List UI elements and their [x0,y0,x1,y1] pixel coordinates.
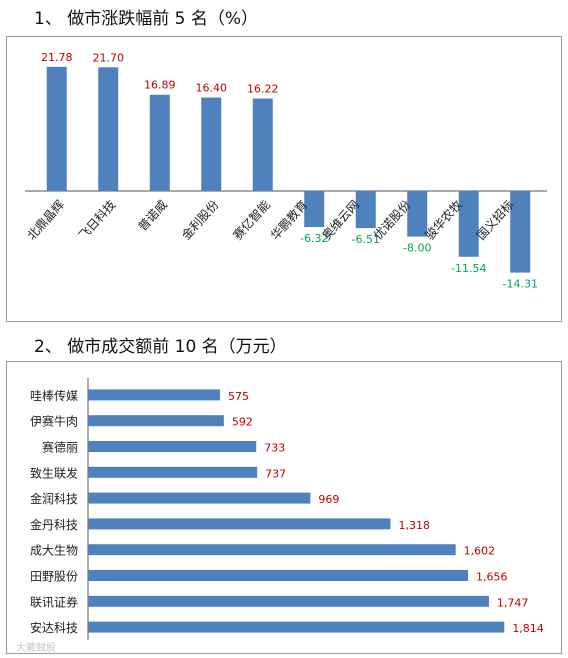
bar [88,570,469,581]
bar [510,191,531,273]
turnover-ranking-svg: 575 哇棒传媒 592 伊赛牛肉 733 赛德丽 737 致生联发 969 金润科技 1,318 金… [30,378,544,640]
data-label: 21.78 [41,51,73,64]
data-label: -6.32 [300,232,328,245]
data-label: 592 [232,416,253,429]
bar [46,66,67,191]
data-label: 737 [265,467,286,480]
category-label: 骏华农牧 [422,198,465,243]
data-label: 1,318 [398,519,430,532]
bar [355,191,376,229]
category-label: 赛亿智能 [230,197,273,243]
category-label: 安达科技 [30,620,78,635]
bar [88,518,391,530]
category-label: 伊赛牛肉 [30,414,78,429]
bar [88,415,224,427]
category-label: 普诺威 [135,198,170,234]
bar [149,94,170,191]
change-ranking-svg: 21.78 北鼎晶辉 21.70 飞日科技 16.89 普诺威 16.40 金利股份 16.22… [24,51,547,291]
bar [88,441,257,452]
bar [88,492,311,504]
bar [252,98,273,191]
category-label: 成大生物 [30,544,78,558]
bar [407,191,428,237]
category-label: 致生联发 [30,465,78,480]
data-label: 733 [264,442,285,455]
category-label: 国义招标 [474,198,517,243]
bar [88,466,258,478]
category-label: 金利股份 [178,197,221,243]
data-label: 16.89 [144,79,176,92]
data-label: -6.51 [352,233,380,246]
category-label: 金丹科技 [30,517,78,532]
data-label: -11.54 [451,262,486,275]
category-label: 哇棒传媒 [30,388,78,403]
data-label: 1,747 [497,596,529,609]
data-label: 1,602 [464,545,496,558]
category-label: 金润科技 [30,491,78,506]
category-label: 北鼎晶辉 [24,198,67,243]
data-label: 16.22 [247,83,279,96]
category-label: 田野股份 [30,570,78,584]
category-label: 飞日科技 [76,198,119,243]
data-label: -8.00 [403,242,431,255]
data-label: -14.31 [503,278,538,291]
data-label: 969 [318,493,339,506]
category-label: 优诺股份 [371,198,414,243]
bar [88,389,220,401]
data-label: 16.40 [196,82,228,95]
bar [201,97,222,191]
turnover-ranking-chart: 575 哇棒传媒 592 伊赛牛肉 733 赛德丽 737 致生联发 969 金润科技 1,318 金… [6,361,562,654]
data-label: 1,814 [512,622,544,635]
category-label: 联讯证券 [30,594,78,609]
bar [88,544,456,556]
chart1-heading: 1、 做市涨跌幅前 5 名（%） [34,9,258,29]
bar [458,191,479,257]
chart2-heading: 2、 做市成交额前 10 名（万元） [34,337,287,357]
data-label: 21.70 [93,51,125,64]
bar [304,191,325,228]
category-label: 赛德丽 [42,440,78,455]
bar [98,67,119,191]
data-label: 575 [228,390,249,403]
bar [88,621,505,633]
bar [88,595,489,607]
change-ranking-chart: 21.78 北鼎晶辉 21.70 飞日科技 16.89 普诺威 16.40 金利股份 16.22… [6,36,562,322]
watermark: 大戴贼股 [16,643,56,654]
data-label: 1,656 [476,571,508,584]
